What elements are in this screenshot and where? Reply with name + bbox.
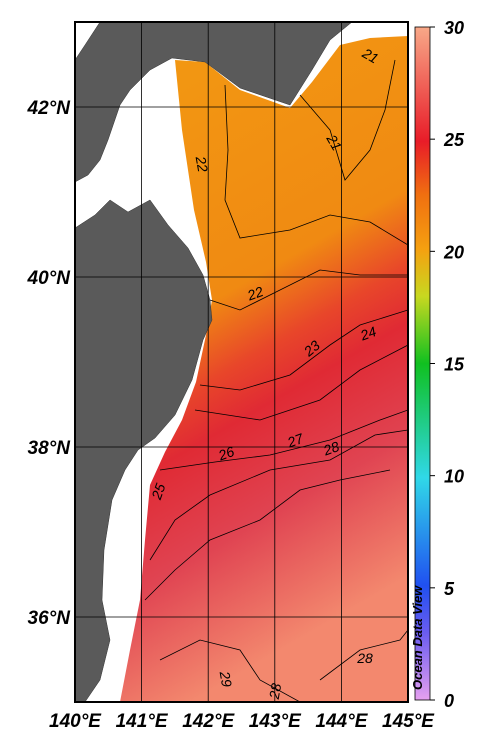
colorbar-label: 30 (444, 18, 464, 38)
contour-label: 21 (359, 44, 381, 66)
ocean-field (120, 36, 408, 702)
x-tick-label: 140°E (49, 711, 102, 732)
x-tick-label: 144°E (315, 711, 368, 732)
watermark: Ocean Data View (410, 585, 425, 690)
land-hokkaido (75, 22, 353, 183)
contour-label: 24 (357, 323, 378, 344)
colorbar-label: 25 (443, 130, 465, 150)
colorbar-label: 5 (444, 579, 455, 599)
contour-label: 21 (323, 131, 345, 153)
x-tick-label: 145°E (382, 711, 435, 732)
map-frame (74, 21, 409, 703)
colorbar-label: 15 (444, 355, 465, 375)
contour-label: 29 (217, 669, 236, 688)
contour-label: 28 (356, 650, 373, 666)
contour-label: 22 (193, 154, 212, 173)
y-tick-label: 42°N (27, 98, 72, 119)
contour-lines (144, 59, 408, 702)
map-area (75, 22, 408, 702)
y-tick-label: 40°N (27, 268, 72, 289)
contour-label: 28 (320, 438, 341, 459)
colorbar-label: 0 (444, 691, 454, 711)
contour-label: 28 (266, 682, 285, 701)
contour-label: 25 (148, 481, 169, 502)
land-honshu (75, 199, 213, 702)
colorbar-label: 10 (444, 467, 464, 487)
x-tick-label: 142°E (182, 711, 235, 732)
contour-label: 22 (244, 283, 265, 304)
x-tick-label: 143°E (249, 711, 302, 732)
x-tick-label: 141°E (116, 711, 169, 732)
colorbar-label: 20 (443, 242, 464, 262)
contour-label: 27 (284, 430, 306, 451)
y-tick-label: 38°N (28, 438, 72, 459)
y-tick-label: 36°N (28, 608, 72, 629)
contour-label: 26 (215, 443, 236, 464)
